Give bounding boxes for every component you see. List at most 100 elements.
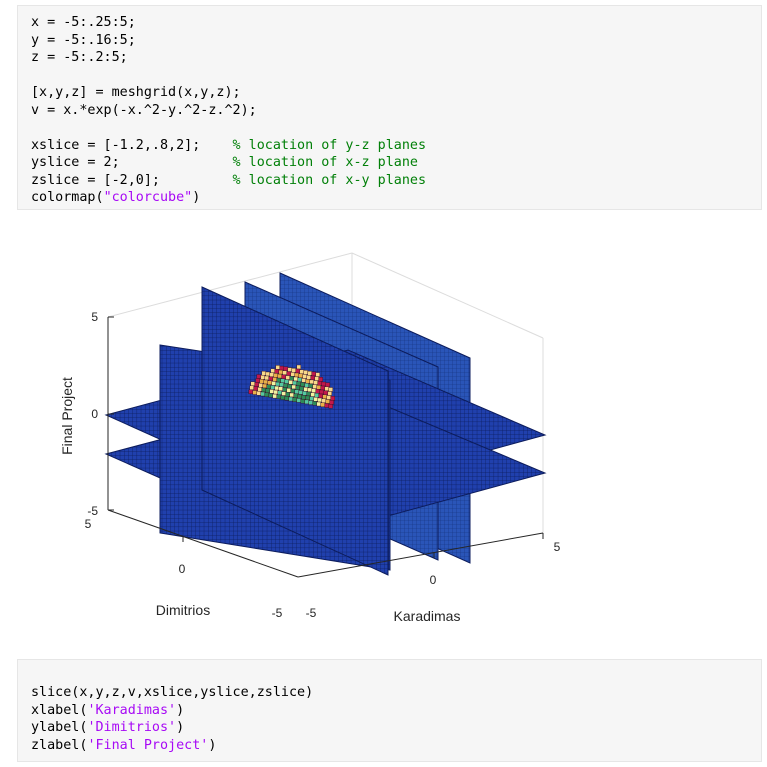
hotspot-cell bbox=[296, 381, 301, 386]
hotspot-cell bbox=[308, 383, 313, 389]
hotspot-cell bbox=[287, 384, 293, 389]
tick-marks bbox=[108, 316, 544, 558]
hotspot-cell bbox=[289, 392, 295, 398]
code-text: zslice = [-2,0]; bbox=[31, 172, 233, 188]
hotspot-cell bbox=[270, 385, 276, 390]
code-text: yslice = 2; bbox=[31, 155, 233, 170]
hotspot-cell bbox=[303, 370, 308, 375]
hotspot-cell bbox=[327, 391, 332, 396]
code-top-line: y = -5:.16:5; bbox=[31, 32, 761, 50]
hotspot-cell bbox=[314, 376, 319, 381]
slice-plane-x-neg1.2 bbox=[201, 286, 389, 576]
code-comment: % location of x-y planes bbox=[232, 172, 427, 188]
code-text: slice(x,y,z,v,xslice,yslice,zslice) bbox=[31, 685, 314, 700]
hotspot-cell bbox=[291, 384, 297, 390]
hotspot-cell bbox=[269, 389, 275, 394]
hotspot-cell bbox=[278, 386, 284, 392]
code-text: ) bbox=[176, 702, 185, 718]
hotspot-cell bbox=[319, 389, 324, 395]
hotspot-cell bbox=[311, 371, 316, 377]
hotspot-cell bbox=[274, 369, 280, 374]
hotspot-cell bbox=[288, 380, 294, 385]
hotspot-cell bbox=[290, 372, 296, 377]
hotspot-cell bbox=[264, 392, 270, 397]
hotspot-cell bbox=[282, 387, 288, 392]
hotspot-cell bbox=[253, 386, 259, 391]
hotspot-cell bbox=[268, 376, 274, 381]
code-block-bottom[interactable]: slice(x,y,z,v,xslice,yslice,zslice) xlabe… bbox=[17, 659, 762, 762]
hotspot-cell bbox=[289, 376, 295, 381]
z-axis-label: Final Project bbox=[59, 377, 75, 455]
hotspot-cell bbox=[294, 372, 300, 378]
code-text: ) bbox=[208, 737, 217, 753]
hotspot-cell bbox=[285, 392, 291, 397]
hotspot-cell bbox=[254, 382, 260, 387]
hotspot-cell bbox=[276, 394, 282, 400]
code-text: v = x.*exp(-x.^2-y.^2-z.^2); bbox=[31, 102, 257, 118]
hotspot-cell bbox=[330, 395, 335, 401]
hotspot-cell bbox=[292, 380, 298, 386]
code-comment: % location of y-z planes bbox=[232, 137, 427, 153]
z-tick-0: 0 bbox=[91, 407, 98, 421]
code-block-top[interactable]: x = -5:.25:5; y = -5:.16:5; z = -5:.2:5; [x… bbox=[17, 5, 762, 210]
hotspot-cell bbox=[318, 377, 323, 382]
x-tick-0: 0 bbox=[430, 573, 437, 587]
hotspot-cell bbox=[321, 398, 326, 404]
z-tick-5: 5 bbox=[91, 310, 98, 324]
hotspot-cell bbox=[296, 398, 301, 403]
hotspot-cell bbox=[272, 377, 278, 382]
hotspot-cell bbox=[313, 380, 318, 385]
hotspot-cell bbox=[324, 386, 329, 392]
hotspot-cell bbox=[328, 403, 333, 409]
hotspot-cell bbox=[304, 382, 309, 388]
hotspot-cell bbox=[302, 374, 307, 379]
hotspot-cell bbox=[310, 375, 315, 381]
hotspot-cell bbox=[250, 381, 256, 387]
code-string: 'Final Project' bbox=[87, 737, 209, 753]
code-text: z = -5:.2:5; bbox=[31, 50, 128, 65]
hotspot-cell bbox=[296, 364, 301, 370]
hotspot-cell bbox=[304, 399, 309, 405]
hotspot-cell bbox=[305, 395, 310, 401]
code-top-line: v = x.*exp(-x.^2-y.^2-z.^2); bbox=[31, 102, 761, 120]
function-hotspot bbox=[248, 364, 335, 409]
hotspot-cell bbox=[282, 370, 288, 376]
code-top-line: colormap("colorcube") bbox=[31, 189, 761, 207]
hotspot-cell bbox=[262, 383, 268, 389]
code-top-line: x = -5:.25:5; bbox=[31, 14, 761, 32]
hotspot-cell bbox=[313, 397, 318, 402]
hotspot-cell bbox=[306, 391, 311, 397]
code-comment: % location of x-z plane bbox=[232, 155, 418, 170]
hotspot-cell bbox=[320, 385, 325, 391]
hotspot-cell bbox=[255, 378, 261, 383]
hotspot-cell bbox=[298, 390, 303, 395]
hotspot-cell bbox=[315, 389, 320, 394]
hotspot-cell bbox=[326, 395, 331, 400]
hotspot-cell bbox=[309, 396, 314, 401]
hotspot-cell bbox=[276, 377, 282, 383]
x-tick-5: 5 bbox=[554, 540, 561, 554]
hotspot-cell bbox=[261, 370, 267, 376]
slice-figure: 5 0 -5 5 0 -5 -5 0 5 Dimitrios Karadimas… bbox=[40, 220, 600, 640]
hotspot-cell bbox=[309, 379, 314, 385]
hotspot-cell bbox=[286, 371, 292, 376]
hotspot-cell bbox=[279, 365, 285, 371]
hotspot-cell bbox=[305, 378, 310, 384]
slice-plot-svg: 5 0 -5 5 0 -5 -5 0 5 Dimitrios Karadimas… bbox=[59, 252, 561, 624]
hotspot-cell bbox=[291, 368, 297, 373]
hotspot-cell bbox=[321, 381, 326, 387]
hotspot-cell bbox=[293, 376, 299, 382]
hotspot-cell bbox=[278, 369, 284, 375]
hotspot-cell bbox=[275, 365, 281, 370]
hotspot-cell bbox=[287, 367, 293, 372]
hotspot-cell bbox=[329, 399, 334, 405]
hotspot-cell bbox=[317, 397, 322, 403]
hotspot-cell bbox=[249, 385, 255, 391]
hotspot-cell bbox=[328, 387, 333, 392]
y-tick-5: 5 bbox=[85, 517, 92, 531]
hotspot-cell bbox=[272, 393, 278, 399]
hotspot-cell bbox=[284, 379, 290, 384]
hotspot-cell bbox=[260, 374, 266, 380]
code-text: ) bbox=[192, 190, 201, 205]
hotspot-cell bbox=[322, 394, 327, 400]
